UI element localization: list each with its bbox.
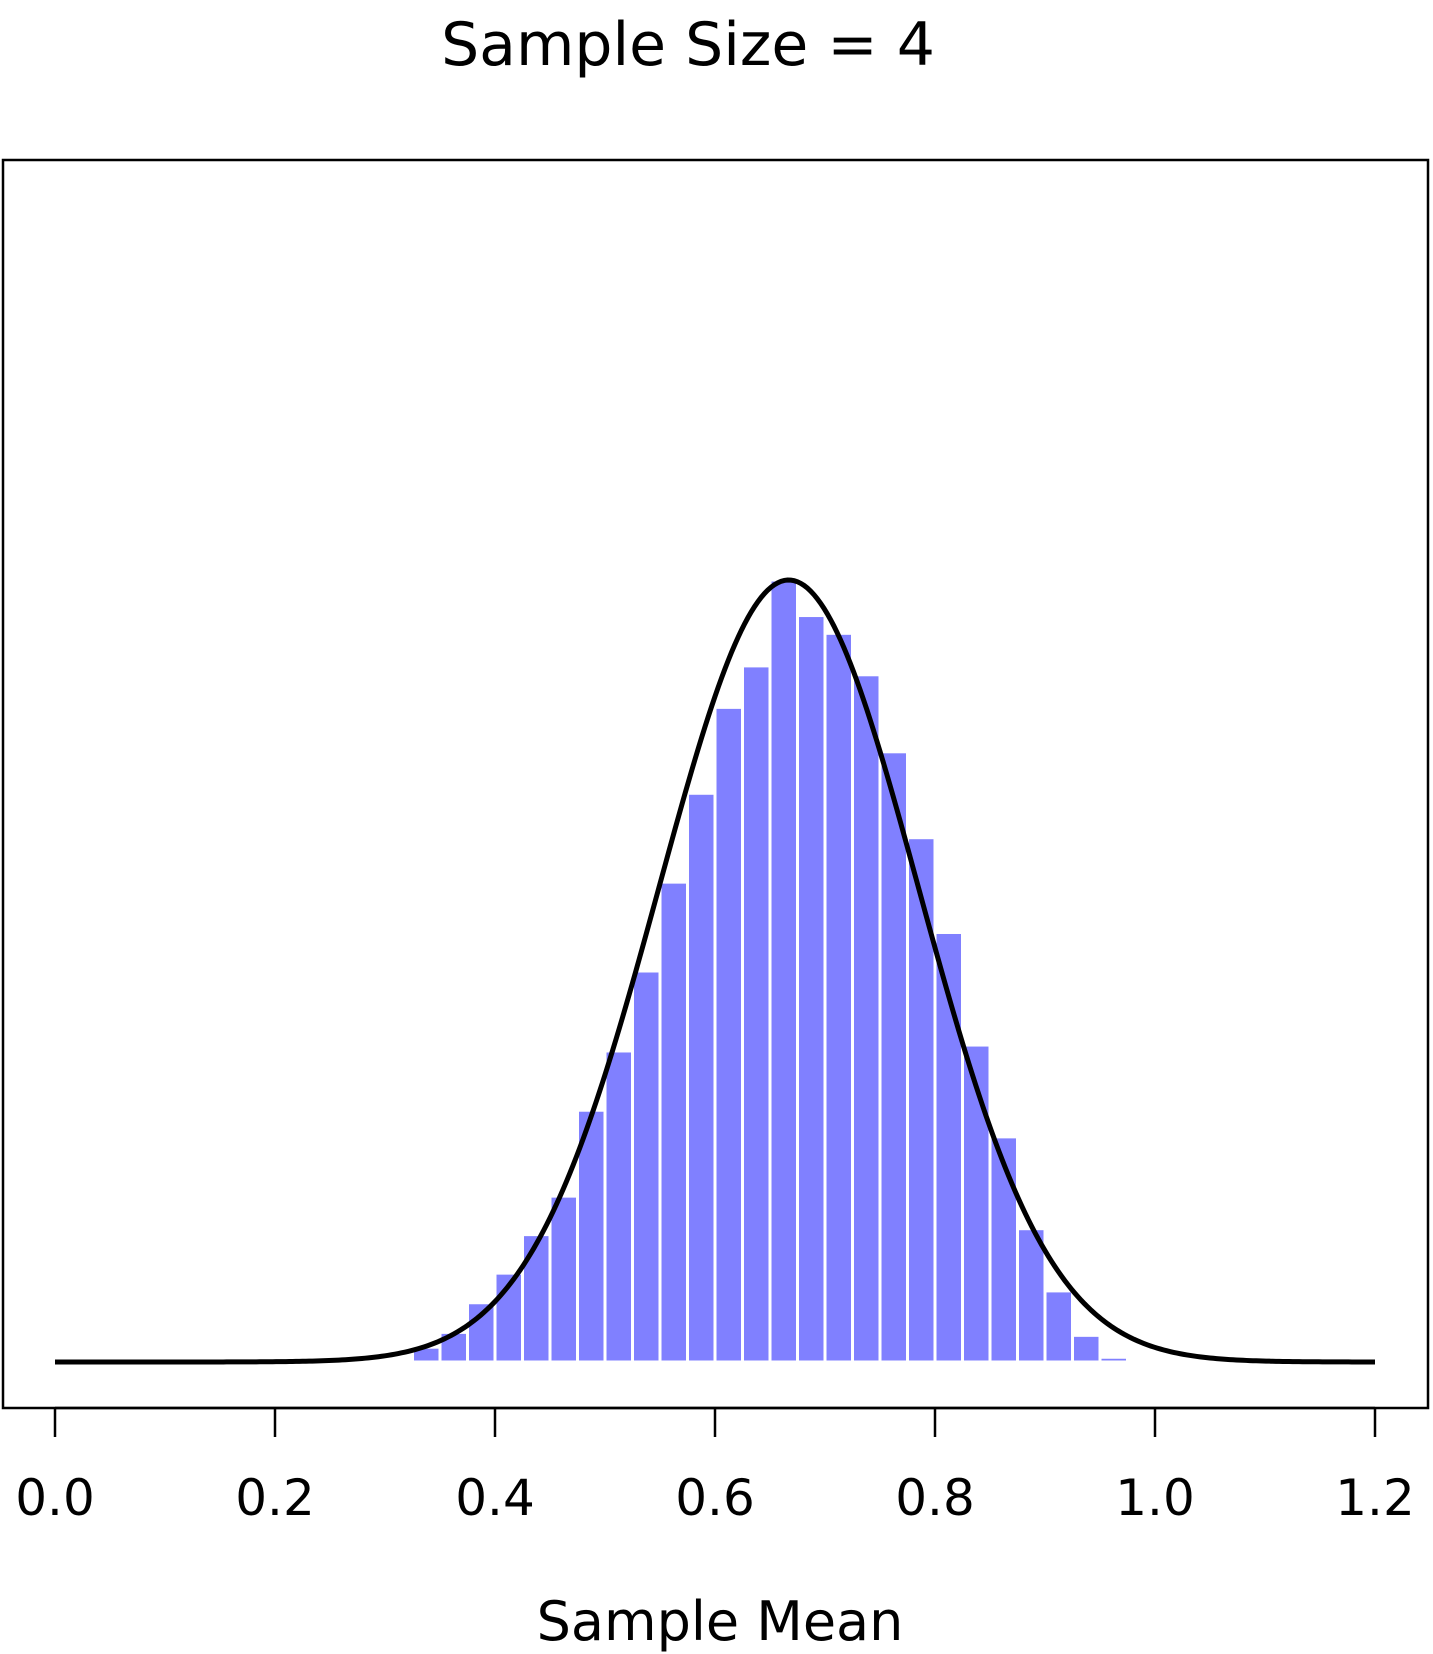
histogram-bar bbox=[1016, 1227, 1047, 1364]
histogram-bar bbox=[961, 1043, 992, 1364]
x-tick-label: 0.6 bbox=[675, 1469, 755, 1527]
histogram-bar bbox=[713, 705, 744, 1364]
histogram-bar bbox=[768, 578, 799, 1364]
x-tick-label: 0.2 bbox=[235, 1469, 315, 1527]
histogram-bar bbox=[686, 791, 717, 1364]
histogram-bar bbox=[988, 1135, 1019, 1364]
histogram-bar bbox=[906, 836, 937, 1364]
histogram-bar bbox=[878, 750, 909, 1364]
histogram-bar bbox=[1071, 1333, 1102, 1364]
x-tick-label: 0.8 bbox=[895, 1469, 975, 1527]
x-axis-label: Sample Mean bbox=[537, 1590, 904, 1653]
density-curve bbox=[55, 577, 1375, 1365]
histogram-bar bbox=[658, 880, 689, 1364]
histogram-bars bbox=[383, 578, 1129, 1364]
x-axis: 0.0 0.2 0.4 0.6 0.8 1.0 1.2 bbox=[15, 1406, 1415, 1527]
histogram-bar bbox=[823, 631, 854, 1364]
x-tick-label: 1.0 bbox=[1115, 1469, 1195, 1527]
chart-title: Sample Size = 4 bbox=[441, 10, 935, 80]
histogram-bar bbox=[603, 1049, 634, 1364]
x-tick-label: 0.4 bbox=[455, 1469, 535, 1527]
histogram-bar bbox=[631, 969, 662, 1364]
histogram-bar bbox=[796, 614, 827, 1364]
histogram-bar bbox=[548, 1194, 579, 1364]
histogram-bar bbox=[851, 673, 882, 1364]
histogram-bar bbox=[741, 664, 772, 1364]
histogram-bar bbox=[383, 1357, 414, 1364]
histogram-bar bbox=[1098, 1355, 1129, 1364]
histogram-bar bbox=[521, 1233, 552, 1364]
histogram-bar bbox=[1043, 1289, 1074, 1364]
x-tick-label: 0.0 bbox=[15, 1469, 95, 1527]
x-tick-label: 1.2 bbox=[1335, 1469, 1415, 1527]
